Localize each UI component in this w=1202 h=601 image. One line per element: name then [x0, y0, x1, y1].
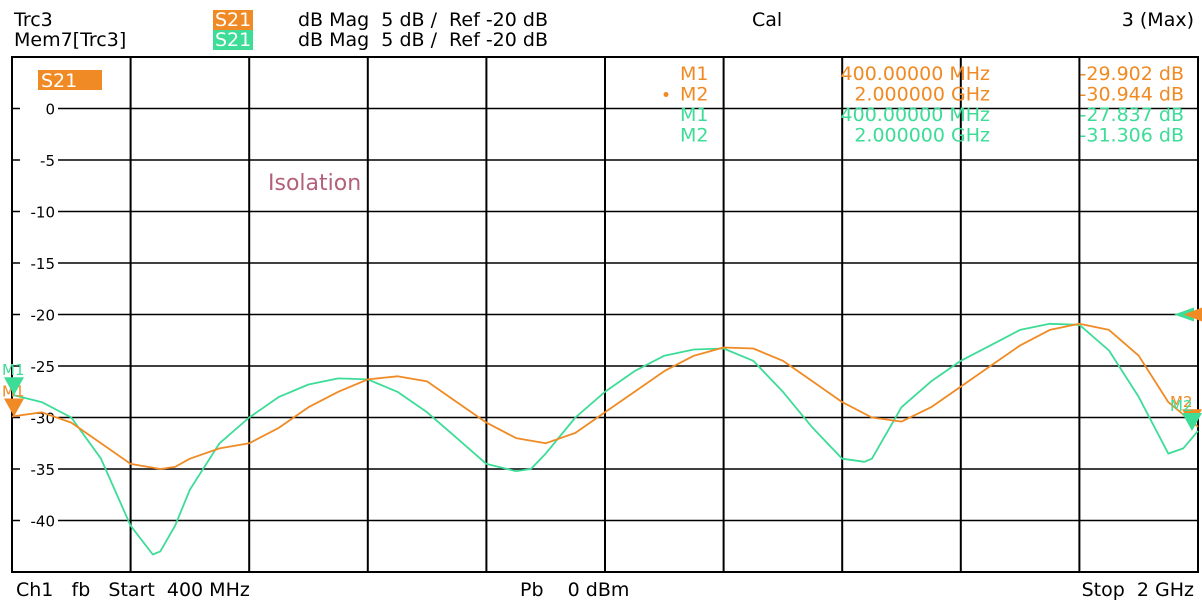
- format-mem7: dB Mag 5 dB / Ref -20 dB: [298, 29, 548, 51]
- footer-stop: Stop 2 GHz: [1081, 579, 1194, 601]
- ref-arrow-trc3: [1184, 307, 1202, 322]
- footer-start: Ch1 fb Start 400 MHz: [16, 579, 250, 601]
- readout-marker-label: M2: [680, 84, 708, 106]
- readout-frequency: 2.000000 GHz: [854, 84, 990, 106]
- readout-marker-label: M2: [680, 125, 708, 147]
- param-badge-mem7[interactable]: S21: [213, 29, 254, 51]
- trace-name-trc3: Trc3: [14, 9, 53, 31]
- y-tick-label: -10: [31, 204, 56, 222]
- param-badge-trc3[interactable]: S21: [213, 9, 254, 31]
- y-tick-label: -40: [31, 513, 56, 531]
- y-tick-label-bg: [20, 408, 58, 427]
- reference-arrows: [1174, 307, 1202, 322]
- y-tick-label-bg: [20, 305, 58, 324]
- readout-marker-label: M1: [680, 104, 708, 126]
- marker-label: M2: [1170, 397, 1193, 415]
- grid: [11, 56, 1199, 573]
- marker-m1: [4, 398, 24, 417]
- marker-layer: M1M2M1M2: [2, 361, 1202, 431]
- cal-status: Cal: [752, 9, 783, 31]
- marker-label: M1: [2, 361, 25, 379]
- y-tick-label: -35: [31, 461, 56, 479]
- readout-frequency: 400.00000 MHz: [841, 104, 990, 126]
- y-tick-label-bg: [20, 511, 58, 530]
- readout-value: -27.837 dB: [1080, 104, 1184, 126]
- series-layer: [11, 322, 1199, 556]
- y-tick-label-bg: [20, 151, 58, 169]
- series-line-mem7-trc3-: [11, 322, 1199, 556]
- y-tick-label: 0: [45, 101, 55, 119]
- format-trc3: dB Mag 5 dB / Ref -20 dB: [298, 9, 548, 31]
- readout-frequency: 2.000000 GHz: [854, 125, 990, 147]
- active-marker-dot: [663, 92, 669, 97]
- y-tick-label-bg: [20, 357, 58, 375]
- y-tick-label-bg: [20, 254, 58, 272]
- readout-value: -31.306 dB: [1080, 125, 1184, 147]
- readout-value: -30.944 dB: [1080, 84, 1184, 106]
- readout-frequency: 400.00000 MHz: [841, 63, 990, 85]
- plot-param-badge[interactable]: S21: [41, 70, 77, 92]
- marker-label: M2: [1170, 393, 1193, 411]
- y-tick-label-bg: [20, 99, 58, 118]
- y-tick-label-bg: [20, 202, 58, 221]
- readout-marker-label: M1: [680, 63, 708, 85]
- y-tick-label-bg: [20, 460, 58, 478]
- marker-m1: [4, 377, 24, 396]
- plot-param-badge-bg: [38, 70, 102, 90]
- marker-m2: [1182, 412, 1202, 431]
- trace-name-mem7: Mem7[Trc3]: [14, 29, 127, 51]
- y-tick-label: -25: [31, 358, 56, 376]
- readout-value: -29.902 dB: [1080, 63, 1184, 85]
- series-line-trc3: [11, 322, 1199, 470]
- footer-power: Pb 0 dBm: [520, 579, 630, 601]
- y-tick-label: -15: [31, 255, 56, 273]
- y-tick-label: -5: [40, 152, 55, 170]
- y-tick-labels: 0-5-10-15-20-25-30-35-40: [20, 99, 58, 531]
- channel-info: 3 (Max): [1121, 9, 1194, 31]
- marker-readout: M1 400.00000 MHz -29.902 dB M2 2.000000 GHz -…: [663, 63, 1184, 147]
- y-tick-label: -20: [31, 307, 56, 325]
- isolation-annotation: Isolation: [268, 171, 361, 196]
